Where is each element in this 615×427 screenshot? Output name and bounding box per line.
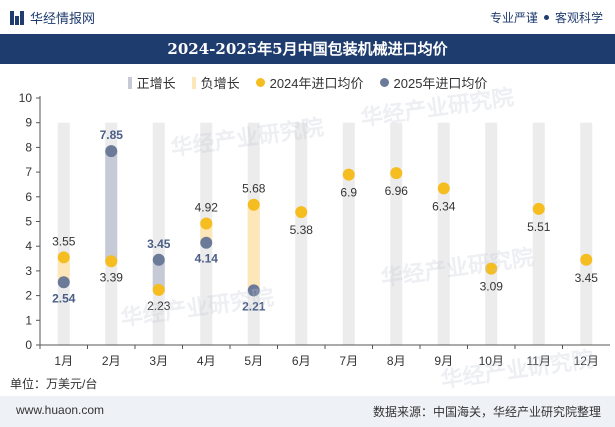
x-tick-label: 10月	[479, 354, 504, 368]
x-tick-label: 3月	[149, 354, 168, 368]
month-band	[390, 122, 403, 345]
data-label-2024: 6.34	[432, 199, 456, 213]
site-url: www.huaon.com	[16, 403, 105, 417]
data-source: 数据来源：中国海关，华经产业研究院整理	[372, 405, 601, 419]
point-2025	[105, 145, 118, 158]
y-tick-label: 5	[25, 215, 32, 229]
point-2024	[57, 251, 70, 264]
data-label-2024: 5.38	[290, 223, 314, 237]
month-band	[580, 122, 593, 345]
data-label-2024: 6.9	[340, 186, 357, 200]
month-band	[342, 122, 355, 345]
slogan: 专业严谨 客观科学	[490, 9, 603, 26]
point-2025	[247, 284, 260, 297]
data-label-2025: 3.45	[147, 237, 171, 251]
x-tick-label: 11月	[527, 354, 551, 368]
point-2024	[105, 255, 118, 268]
positive-growth-bar	[105, 151, 118, 262]
point-2024	[532, 202, 545, 215]
y-tick-label: 6	[25, 190, 32, 204]
data-label-2024: 3.55	[52, 234, 76, 248]
y-tick-label: 10	[19, 91, 33, 105]
positive-growth-bar	[152, 259, 165, 290]
y-tick-label: 3	[25, 264, 32, 278]
point-2025	[152, 253, 165, 266]
x-tick-label: 7月	[339, 354, 358, 368]
negative-growth-bar	[247, 204, 260, 291]
data-label-2024: 2.23	[147, 299, 171, 313]
point-2024	[437, 182, 450, 195]
dot-separator-icon	[543, 15, 549, 20]
negative-bar-swatch-icon	[191, 76, 196, 89]
x-tick-label: 6月	[292, 354, 311, 368]
point-2024	[295, 206, 308, 219]
unit-label: 单位：万美元/台	[10, 377, 98, 391]
data-label-2024: 5.68	[242, 182, 266, 196]
y-tick-label: 2	[25, 289, 32, 303]
footer: www.huaon.com 数据来源：中国海关，华经产业研究院整理	[0, 396, 615, 427]
x-tick-label: 5月	[244, 354, 263, 368]
y-tick-label: 4	[25, 239, 32, 253]
data-label-2024: 3.09	[480, 280, 504, 294]
legend-item-positive: 正增长	[127, 73, 176, 92]
data-label-2025: 2.54	[52, 291, 76, 305]
point-2024	[485, 262, 498, 275]
legend-label: 正增长	[136, 76, 176, 91]
slogan-right: 客观科学	[554, 11, 603, 25]
legend-label: 2024年进口均价	[269, 76, 364, 91]
month-band	[532, 122, 545, 345]
point-2025	[57, 276, 70, 289]
data-label-2024: 3.39	[100, 270, 124, 284]
legend-label: 2025年进口均价	[393, 76, 488, 91]
x-tick-label: 4月	[197, 354, 216, 368]
data-label-2024: 5.51	[527, 220, 551, 234]
legend-item-2025: 2025年进口均价	[379, 73, 488, 92]
month-band	[485, 122, 498, 345]
x-tick-label: 12月	[574, 354, 599, 368]
y-tick-label: 8	[25, 140, 32, 154]
x-tick-label: 8月	[387, 354, 406, 368]
y-tick-label: 7	[25, 165, 32, 179]
point-2024	[580, 253, 593, 266]
chart-legend: 正增长 负增长 2024年进口均价 2025年进口均价	[0, 73, 615, 92]
brand-name: 华经情报网	[30, 11, 96, 26]
data-label-2025: 4.14	[195, 252, 219, 266]
point-2025	[200, 236, 213, 249]
data-label-2024: 3.45	[575, 271, 599, 285]
data-label-2025: 7.85	[100, 128, 124, 142]
point-2024	[200, 217, 213, 230]
point-2024	[152, 283, 165, 296]
positive-bar-swatch-icon	[127, 76, 132, 89]
month-band	[57, 122, 70, 345]
y-tick-label: 9	[25, 116, 32, 130]
dot-2025-swatch-icon	[379, 78, 389, 87]
y-tick-label: 1	[25, 313, 32, 327]
point-2024	[390, 167, 403, 180]
negative-growth-bar	[57, 257, 70, 283]
dot-2024-swatch-icon	[255, 78, 265, 87]
x-tick-label: 1月	[54, 354, 73, 368]
slogan-left: 专业严谨	[489, 11, 538, 25]
legend-item-2024: 2024年进口均价	[255, 73, 364, 92]
point-2024	[247, 198, 260, 211]
month-band	[295, 122, 308, 345]
x-tick-label: 9月	[434, 354, 453, 368]
bar-logo-icon	[10, 10, 24, 25]
brand-logo: 华经情报网	[10, 8, 95, 27]
data-label-2024: 4.92	[195, 200, 219, 214]
point-2024	[342, 168, 355, 181]
legend-label: 负增长	[200, 76, 240, 91]
y-tick-label: 0	[25, 338, 32, 352]
legend-item-negative: 负增长	[191, 73, 240, 92]
data-label-2025: 2.21	[242, 299, 266, 313]
top-bar: 华经情报网 专业严谨 客观科学	[0, 0, 615, 34]
month-band	[437, 122, 450, 345]
x-tick-label: 2月	[102, 354, 121, 368]
chart-title: 2024-2025年5月中国包装机械进口均价	[0, 34, 615, 64]
data-label-2024: 6.96	[385, 184, 409, 198]
